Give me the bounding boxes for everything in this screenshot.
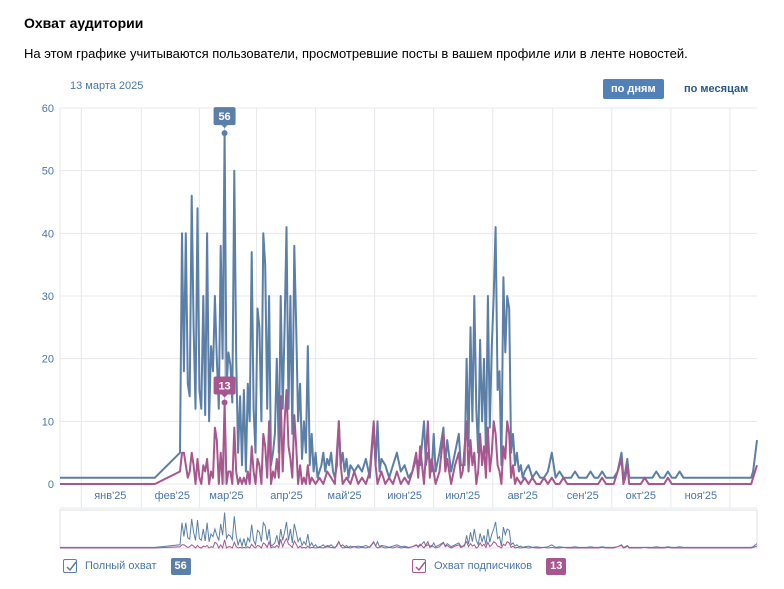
checkmark-icon [415, 561, 426, 572]
x-tick-label: окт'25 [626, 490, 656, 502]
x-tick-label: апр'25 [270, 490, 303, 502]
x-tick-label: июн'25 [387, 490, 422, 502]
x-tick-label: май'25 [328, 490, 362, 502]
x-tick-label: сен'25 [567, 490, 599, 502]
x-tick-label: ноя'25 [685, 490, 717, 502]
tooltip-pointer [221, 125, 228, 129]
x-tick-label: янв'25 [94, 490, 126, 502]
subscribers-tooltip-value: 13 [218, 381, 230, 393]
x-tick-label: июл'25 [445, 490, 480, 502]
x-tick-label: мар'25 [209, 490, 243, 502]
subscribers-label: Охват подписчиков [434, 560, 533, 572]
full-reach-tooltip [213, 107, 236, 126]
y-tick-label: 40 [42, 228, 54, 240]
y-tick-label: 50 [42, 166, 54, 178]
x-tick-label: авг'25 [508, 490, 538, 502]
y-tick-label: 20 [42, 354, 54, 366]
y-tick-label: 0 [48, 479, 54, 491]
y-tick-label: 10 [42, 416, 54, 428]
full-reach-line [60, 132, 758, 479]
subscribers-line [60, 389, 758, 485]
subscribers-tooltip [213, 376, 236, 395]
full-reach-label: Полный охват [85, 560, 157, 572]
checkmark-icon [66, 561, 77, 572]
legend-subscribers[interactable]: Охват подписчиков 13 [412, 557, 567, 575]
subscribers-checkbox[interactable] [412, 559, 426, 573]
full-reach-tooltip-value: 56 [218, 111, 230, 123]
navigator-frame [59, 509, 758, 549]
full-reach-checkbox[interactable] [63, 559, 77, 573]
page-title: Охват аудитории [24, 15, 144, 31]
full-reach-value: 56 [170, 557, 191, 575]
subscribers-point [221, 399, 228, 406]
subscribers-value: 13 [546, 557, 567, 575]
tooltip-pointer [221, 394, 228, 398]
chart-description: На этом графике учитываются пользователи… [24, 46, 688, 61]
selected-date: 13 марта 2025 [70, 80, 144, 92]
y-tick-label: 60 [42, 103, 54, 115]
by-days-button[interactable]: по дням [603, 79, 664, 99]
x-tick-label: фев'25 [155, 490, 190, 502]
y-tick-label: 30 [42, 291, 54, 303]
navigator-subscribers-line [60, 537, 758, 550]
full-reach-point [221, 130, 228, 137]
reach-chart: 0 10 20 30 40 50 60 янв'25 фев'25 мар'25 апр'25 май… [42, 103, 758, 550]
by-months-button[interactable]: по месяцам [684, 83, 749, 95]
legend-full-reach[interactable]: Полный охват 56 [63, 557, 191, 575]
